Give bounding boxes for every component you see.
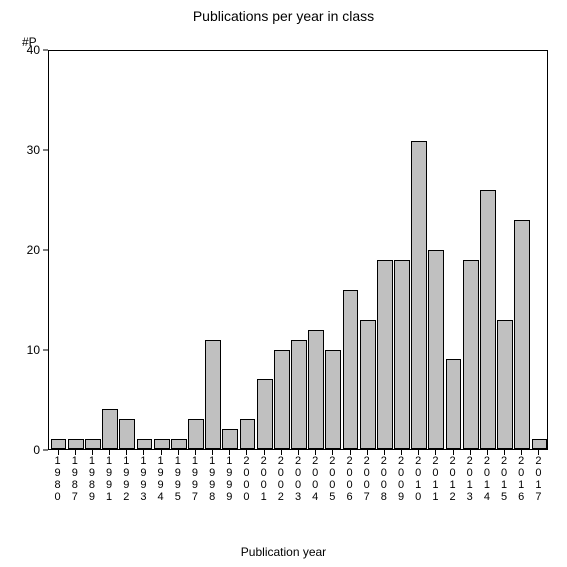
bar [274,350,290,450]
y-tick-label: 10 [10,343,40,357]
y-tick-label: 40 [10,43,40,57]
x-tick-label: 1995 [173,455,183,503]
x-tick-label: 2005 [327,455,337,503]
bar [308,330,324,449]
bar [171,439,187,449]
x-tick-label: 2003 [293,455,303,503]
x-tick-label: 2012 [448,455,458,503]
x-tick-label: 1994 [156,455,166,503]
x-tick-label: 2011 [430,455,440,503]
bar [325,350,341,450]
y-tick-label: 20 [10,243,40,257]
x-tick-label: 2007 [362,455,372,503]
bar [343,290,359,449]
bar [154,439,170,449]
bar [68,439,84,449]
x-tick-label: 2006 [345,455,355,503]
bar [360,320,376,449]
bar [377,260,393,449]
bar [514,220,530,449]
bar [497,320,513,449]
bar [463,260,479,449]
publications-bar-chart: Publications per year in class #P 010203… [0,0,567,567]
bar [291,340,307,449]
bar [85,439,101,449]
x-tick-label: 2009 [396,455,406,503]
bar [532,439,548,449]
bar [240,419,256,449]
x-tick-label: 1987 [70,455,80,503]
x-tick-label: 1980 [53,455,63,503]
bar [188,419,204,449]
x-tick-label: 2010 [413,455,423,503]
x-tick-label: 2008 [379,455,389,503]
bar [102,409,118,449]
bar [480,190,496,449]
x-tick-label: 1999 [224,455,234,503]
bar [51,439,67,449]
x-tick-label: 2016 [516,455,526,503]
bar [394,260,410,449]
x-axis-label: Publication year [0,545,567,559]
x-tick-label: 2013 [465,455,475,503]
x-axis-ticks: 1980 1987 1989 1991 1992 1993 1994 1995 1997 1998… [48,450,548,520]
x-tick-label: 1997 [190,455,200,503]
bar [222,429,238,449]
bar [411,141,427,449]
x-tick-label: 2000 [241,455,251,503]
x-tick-label: 2015 [499,455,509,503]
x-tick-label: 2014 [482,455,492,503]
bar [257,379,273,449]
bar [205,340,221,449]
x-tick-label: 1993 [138,455,148,503]
x-tick-label: 2004 [310,455,320,503]
x-tick-label: 1992 [121,455,131,503]
x-tick-label: 2017 [533,455,543,503]
bar [446,359,462,449]
bar [428,250,444,449]
x-tick-label: 2002 [276,455,286,503]
x-tick-label: 2001 [259,455,269,503]
y-tick-label: 0 [10,443,40,457]
plot-area [48,50,548,450]
x-tick-label: 1998 [207,455,217,503]
bar [137,439,153,449]
x-tick-label: 1991 [104,455,114,503]
x-tick-label: 1989 [87,455,97,503]
bar [119,419,135,449]
y-axis-ticks: 010203040 [0,50,48,450]
y-tick-label: 30 [10,143,40,157]
chart-title: Publications per year in class [0,8,567,24]
bars-group [49,51,547,449]
